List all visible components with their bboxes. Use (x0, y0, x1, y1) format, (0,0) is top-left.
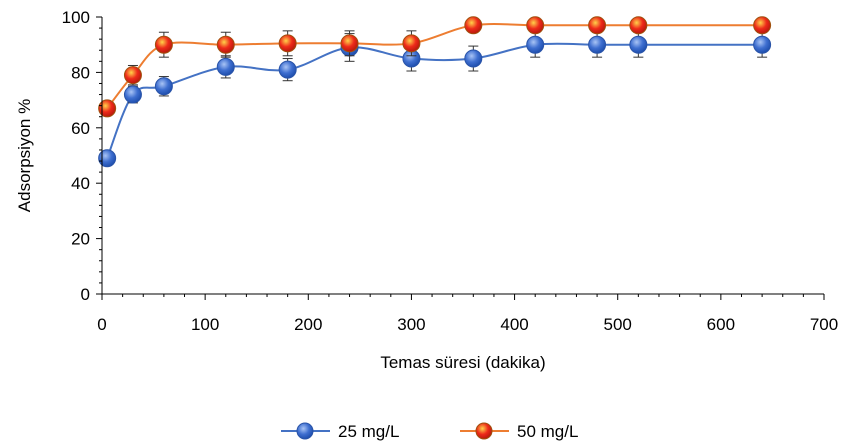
legend-marker (475, 422, 493, 440)
x-tick-label: 300 (397, 315, 425, 334)
y-tick-label: 0 (81, 285, 90, 304)
y-tick-label: 100 (62, 8, 90, 27)
data-point (340, 34, 359, 53)
data-point (753, 35, 772, 54)
series-50 (98, 16, 772, 118)
legend-marker (296, 422, 314, 440)
data-point (464, 49, 483, 68)
legend-label: 25 mg/L (338, 422, 399, 441)
series-line (106, 22, 763, 110)
legend-label: 50 mg/L (517, 422, 578, 441)
y-tick-label: 60 (71, 119, 90, 138)
legend: 25 mg/L 50 mg/L (281, 422, 578, 441)
data-point (526, 35, 545, 54)
data-point (629, 16, 648, 35)
data-point (278, 34, 297, 53)
plot-area (98, 16, 772, 168)
data-point (98, 149, 117, 168)
x-tick-label: 0 (97, 315, 106, 334)
data-point (588, 16, 607, 35)
x-tick-label: 700 (810, 315, 838, 334)
y-tick-label: 80 (71, 63, 90, 82)
x-tick-label: 600 (707, 315, 735, 334)
data-point (402, 34, 421, 53)
x-tick-label: 400 (500, 315, 528, 334)
series-25 (98, 31, 772, 168)
data-point (216, 57, 235, 76)
data-point (123, 66, 142, 85)
x-axis-title: Temas süresi (dakika) (380, 353, 545, 372)
data-point (123, 85, 142, 104)
axes: 0 20 40 60 80 100 0 100 200 300 400 500 600 700 (62, 8, 839, 334)
data-point (278, 60, 297, 79)
x-tick-label: 100 (191, 315, 219, 334)
data-point (464, 16, 483, 35)
y-tick-label: 40 (71, 174, 90, 193)
data-point (216, 35, 235, 54)
x-tick-label: 500 (604, 315, 632, 334)
data-point (629, 35, 648, 54)
data-point (154, 35, 173, 54)
y-tick-label: 20 (71, 230, 90, 249)
data-point (98, 99, 117, 118)
y-axis-title: Adsorpsiyon % (15, 99, 34, 212)
data-point (526, 16, 545, 35)
series-line (106, 42, 763, 159)
x-tick-label: 200 (294, 315, 322, 334)
data-point (753, 16, 772, 35)
data-point (154, 77, 173, 96)
data-point (588, 35, 607, 54)
